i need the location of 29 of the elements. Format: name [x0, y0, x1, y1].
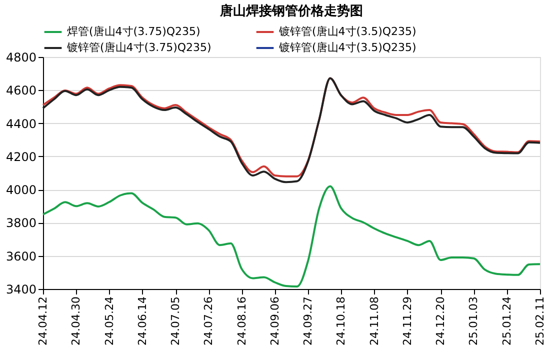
x-tick-label: 24.08.16	[235, 296, 248, 346]
y-tick-label: 4200	[6, 150, 36, 164]
y-tick-label: 3600	[6, 249, 36, 264]
x-tick-label: 25.01.24	[500, 296, 514, 346]
x-tick-label: 24.07.05	[169, 296, 182, 346]
y-tick-label: 4000	[6, 183, 36, 198]
x-tick-label: 24.06.14	[136, 296, 149, 346]
legend-label: 焊管(唐山4寸(3.75)Q235)	[67, 25, 200, 38]
x-tick-label: 25.01.03	[467, 296, 480, 346]
x-tick-label: 24.11.08	[368, 296, 381, 346]
x-tick-label: 24.07.26	[202, 296, 216, 346]
y-tick-label: 3800	[6, 216, 36, 230]
y-tick-label: 4400	[6, 116, 36, 131]
x-tick-label: 24.10.18	[334, 296, 348, 346]
legend-label: 镀锌管(唐山4寸(3.5)Q235)	[278, 41, 416, 54]
x-tick-label: 24.04.12	[36, 296, 50, 346]
y-tick-label: 4600	[6, 84, 36, 98]
x-tick-label: 25.02.11	[534, 296, 546, 346]
x-tick-label: 24.12.20	[434, 296, 448, 346]
legend-label: 镀锌管(唐山4寸(3.75)Q235)	[66, 41, 212, 54]
y-tick-label: 4800	[6, 50, 36, 64]
x-tick-label: 24.04.30	[70, 296, 83, 346]
x-tick-label: 24.09.06	[268, 296, 282, 346]
x-tick-label: 24.05.24	[102, 296, 116, 346]
legend-label: 镀锌管(唐山4寸(3.5)Q235)	[278, 25, 416, 38]
x-tick-label: 24.11.29	[400, 296, 414, 346]
x-tick-label: 24.09.27	[302, 296, 315, 346]
y-tick-label: 3400	[6, 282, 36, 296]
chart-title: 唐山焊接钢管价格走势图	[219, 3, 363, 19]
